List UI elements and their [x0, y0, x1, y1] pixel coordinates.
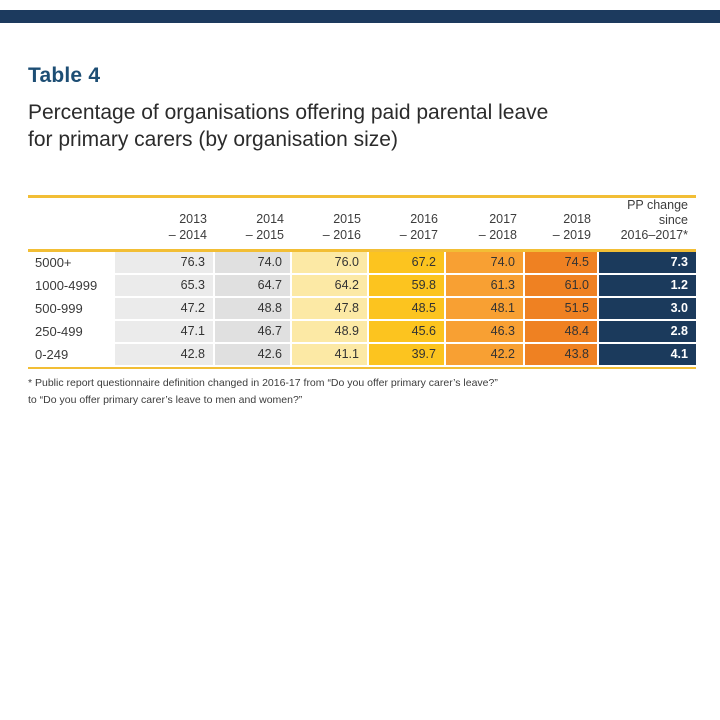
column-header-2014-2015: 2014 – 2015 [245, 212, 284, 242]
value-cell: 76.0 [292, 252, 369, 273]
table-row-5000plus: 5000+ 76.3 74.0 76.0 67.2 74.0 74.5 7.3 [28, 252, 696, 273]
table-header-row: 2013 – 2014 2014 – 2015 2015 – 2016 2016… [28, 198, 696, 249]
value-cell: 74.0 [446, 252, 525, 273]
row-label: 5000+ [28, 252, 115, 273]
table-row-500-999: 500-999 47.2 48.8 47.8 48.5 48.1 51.5 3.… [28, 298, 696, 319]
value-cell: 51.5 [525, 298, 599, 319]
value-cell: 48.8 [215, 298, 292, 319]
footnote: * Public report questionnaire definition… [28, 375, 668, 409]
value-cell: 59.8 [369, 275, 446, 296]
table-bottom-rule [28, 367, 696, 369]
column-header-pp-change: PP change since 2016–2017* [620, 198, 688, 242]
row-label: 1000-4999 [28, 275, 115, 296]
value-cell: 48.4 [525, 321, 599, 342]
value-cell: 41.1 [292, 344, 369, 365]
value-cell: 42.2 [446, 344, 525, 365]
value-cell: 39.7 [369, 344, 446, 365]
footnote-line2: to “Do you offer primary carer’s leave t… [28, 394, 303, 406]
page-title: Percentage of organisations offering pai… [28, 99, 548, 153]
value-cell: 74.0 [215, 252, 292, 273]
value-cell: 46.7 [215, 321, 292, 342]
pp-change-cell: 4.1 [599, 344, 696, 365]
value-cell: 61.0 [525, 275, 599, 296]
value-cell: 48.1 [446, 298, 525, 319]
pp-change-cell: 7.3 [599, 252, 696, 273]
table-top-rule [28, 195, 696, 198]
data-table: 2013 – 2014 2014 – 2015 2015 – 2016 2016… [28, 195, 696, 369]
page-title-line1: Percentage of organisations offering pai… [28, 101, 549, 124]
value-cell: 48.5 [369, 298, 446, 319]
pp-change-cell: 3.0 [599, 298, 696, 319]
table-number: Table 4 [28, 64, 101, 87]
value-cell: 76.3 [115, 252, 215, 273]
value-cell: 47.8 [292, 298, 369, 319]
table-header-rule [28, 249, 696, 252]
value-cell: 74.5 [525, 252, 599, 273]
row-label: 250-499 [28, 321, 115, 342]
page-header-bar [0, 10, 720, 23]
pp-change-cell: 1.2 [599, 275, 696, 296]
column-header-2016-2017: 2016 – 2017 [399, 212, 438, 242]
value-cell: 61.3 [446, 275, 525, 296]
value-cell: 67.2 [369, 252, 446, 273]
row-label: 0-249 [28, 344, 115, 365]
footnote-line1: * Public report questionnaire definition… [28, 377, 498, 389]
column-header-2017-2018: 2017 – 2018 [478, 212, 517, 242]
value-cell: 64.7 [215, 275, 292, 296]
value-cell: 46.3 [446, 321, 525, 342]
value-cell: 47.1 [115, 321, 215, 342]
table-row-0-249: 0-249 42.8 42.6 41.1 39.7 42.2 43.8 4.1 [28, 344, 696, 365]
value-cell: 42.6 [215, 344, 292, 365]
page-title-line2: for primary carers (by organisation size… [28, 128, 398, 151]
value-cell: 45.6 [369, 321, 446, 342]
value-cell: 48.9 [292, 321, 369, 342]
column-header-2013-2014: 2013 – 2014 [168, 212, 207, 242]
column-header-2015-2016: 2015 – 2016 [322, 212, 361, 242]
column-header-2018-2019: 2018 – 2019 [552, 212, 591, 242]
value-cell: 47.2 [115, 298, 215, 319]
pp-change-cell: 2.8 [599, 321, 696, 342]
value-cell: 65.3 [115, 275, 215, 296]
value-cell: 64.2 [292, 275, 369, 296]
table-row-250-499: 250-499 47.1 46.7 48.9 45.6 46.3 48.4 2.… [28, 321, 696, 342]
value-cell: 42.8 [115, 344, 215, 365]
row-label: 500-999 [28, 298, 115, 319]
table-row-1000-4999: 1000-4999 65.3 64.7 64.2 59.8 61.3 61.0 … [28, 275, 696, 296]
value-cell: 43.8 [525, 344, 599, 365]
